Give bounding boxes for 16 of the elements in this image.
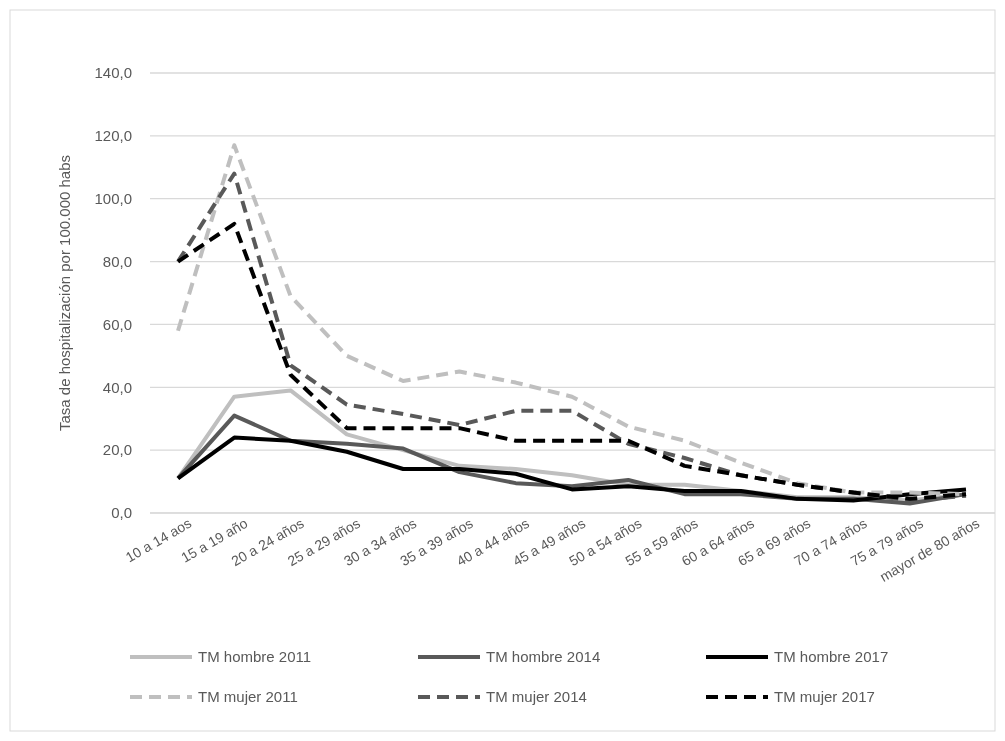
legend-label: TM hombre 2011 xyxy=(198,648,312,665)
y-tick-label: 60,0 xyxy=(102,315,132,333)
y-tick-label: 0,0 xyxy=(111,504,132,522)
y-tick-label: 20,0 xyxy=(102,441,132,459)
legend-label: TM mujer 2014 xyxy=(486,688,587,705)
y-axis-title: Tasa de hospitalización por 100.000 habs xyxy=(56,154,73,432)
legend-label: TM hombre 2014 xyxy=(486,648,601,665)
y-tick-label: 140,0 xyxy=(94,64,132,82)
y-tick-label: 100,0 xyxy=(94,190,132,208)
y-tick-label: 120,0 xyxy=(94,127,132,145)
y-tick-label: 80,0 xyxy=(102,252,132,270)
y-tick-label: 40,0 xyxy=(102,378,132,396)
legend-label: TM mujer 2011 xyxy=(198,688,298,705)
line-series xyxy=(176,221,968,501)
legend-label: TM mujer 2017 xyxy=(774,688,875,705)
legend-label: TM hombre 2017 xyxy=(774,648,889,665)
